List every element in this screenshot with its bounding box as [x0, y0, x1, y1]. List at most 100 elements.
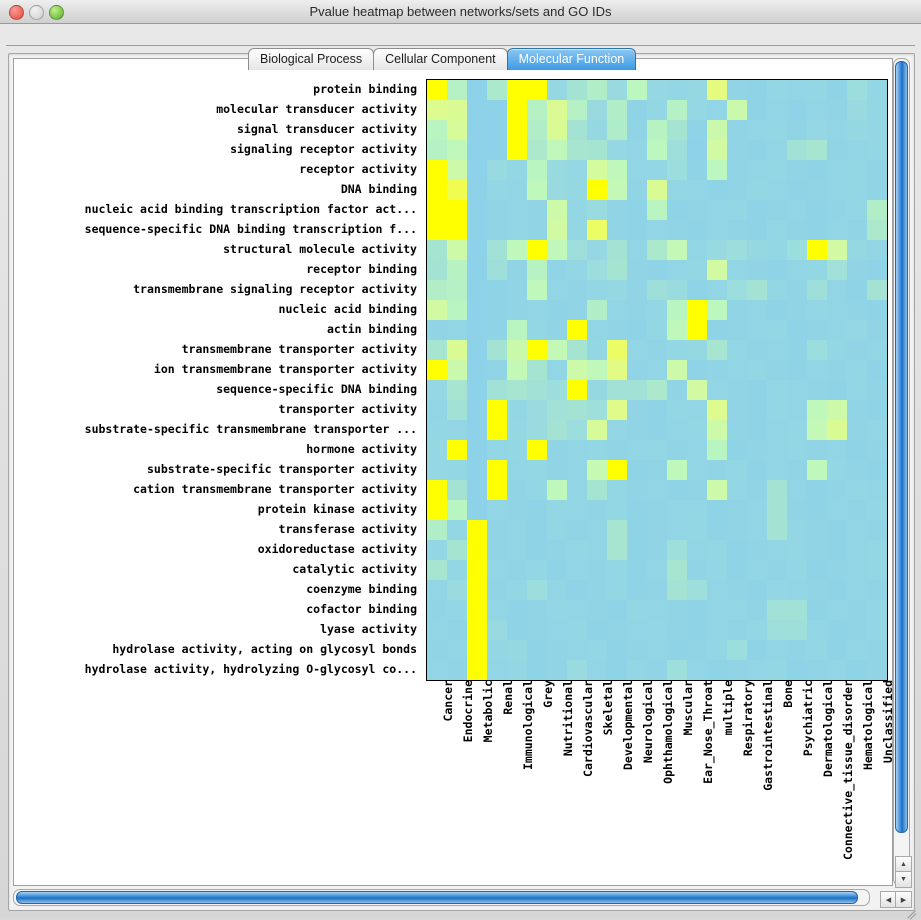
heatmap-cell[interactable] [727, 320, 747, 340]
heatmap-cell[interactable] [767, 640, 787, 660]
heatmap-cell[interactable] [487, 560, 507, 580]
heatmap-cell[interactable] [527, 380, 547, 400]
heatmap-cell[interactable] [447, 440, 467, 460]
heatmap-cell[interactable] [867, 560, 887, 580]
heatmap-cell[interactable] [587, 420, 607, 440]
heatmap-cell[interactable] [867, 520, 887, 540]
heatmap-cell[interactable] [487, 540, 507, 560]
heatmap-cell[interactable] [727, 440, 747, 460]
heatmap-cell[interactable] [807, 400, 827, 420]
heatmap-cell[interactable] [847, 420, 867, 440]
heatmap-cell[interactable] [647, 240, 667, 260]
tab-biological-process[interactable]: Biological Process [248, 48, 375, 70]
heatmap-cell[interactable] [727, 200, 747, 220]
heatmap-cell[interactable] [507, 420, 527, 440]
heatmap-cell[interactable] [567, 260, 587, 280]
heatmap-cell[interactable] [667, 580, 687, 600]
heatmap-cell[interactable] [467, 280, 487, 300]
heatmap-cell[interactable] [427, 200, 447, 220]
heatmap-cell[interactable] [827, 120, 847, 140]
heatmap-cell[interactable] [587, 540, 607, 560]
heatmap-cell[interactable] [447, 520, 467, 540]
scroll-down-icon[interactable]: ▼ [895, 871, 912, 888]
heatmap-cell[interactable] [487, 200, 507, 220]
heatmap-cell[interactable] [787, 640, 807, 660]
heatmap-cell[interactable] [747, 520, 767, 540]
heatmap-cell[interactable] [607, 100, 627, 120]
heatmap-cell[interactable] [707, 220, 727, 240]
heatmap-cell[interactable] [567, 280, 587, 300]
heatmap-cell[interactable] [807, 340, 827, 360]
heatmap-cell[interactable] [467, 520, 487, 540]
heatmap-cell[interactable] [427, 280, 447, 300]
heatmap-cell[interactable] [687, 340, 707, 360]
heatmap-cell[interactable] [567, 440, 587, 460]
heatmap-cell[interactable] [527, 500, 547, 520]
heatmap-cell[interactable] [647, 140, 667, 160]
heatmap-cell[interactable] [647, 220, 667, 240]
heatmap-cell[interactable] [427, 560, 447, 580]
heatmap-cell[interactable] [527, 80, 547, 100]
heatmap-cell[interactable] [787, 280, 807, 300]
heatmap-cell[interactable] [467, 180, 487, 200]
heatmap-cell[interactable] [507, 400, 527, 420]
heatmap-cell[interactable] [807, 580, 827, 600]
heatmap-cell[interactable] [487, 240, 507, 260]
heatmap-cell[interactable] [687, 100, 707, 120]
heatmap-cell[interactable] [487, 460, 507, 480]
heatmap-cell[interactable] [487, 80, 507, 100]
minimize-button-icon[interactable] [29, 5, 44, 20]
heatmap-cell[interactable] [487, 300, 507, 320]
heatmap-cell[interactable] [647, 640, 667, 660]
heatmap-cell[interactable] [507, 500, 527, 520]
heatmap-cell[interactable] [427, 460, 447, 480]
heatmap-cell[interactable] [547, 600, 567, 620]
heatmap-cell[interactable] [847, 520, 867, 540]
heatmap-cell[interactable] [427, 120, 447, 140]
heatmap-cell[interactable] [867, 640, 887, 660]
heatmap-cell[interactable] [807, 500, 827, 520]
heatmap-cell[interactable] [667, 240, 687, 260]
heatmap-cell[interactable] [567, 140, 587, 160]
heatmap-cell[interactable] [547, 660, 567, 680]
heatmap-cell[interactable] [847, 660, 867, 680]
heatmap-cell[interactable] [747, 300, 767, 320]
heatmap-cell[interactable] [727, 380, 747, 400]
heatmap-cell[interactable] [747, 440, 767, 460]
heatmap-cell[interactable] [527, 100, 547, 120]
heatmap-cell[interactable] [467, 340, 487, 360]
heatmap-cell[interactable] [867, 260, 887, 280]
heatmap-cell[interactable] [727, 260, 747, 280]
heatmap-cell[interactable] [447, 540, 467, 560]
heatmap-cell[interactable] [667, 540, 687, 560]
heatmap-cell[interactable] [807, 120, 827, 140]
heatmap-cell[interactable] [827, 140, 847, 160]
heatmap-cell[interactable] [827, 620, 847, 640]
heatmap-cell[interactable] [867, 620, 887, 640]
heatmap-cell[interactable] [807, 240, 827, 260]
heatmap-cell[interactable] [447, 80, 467, 100]
heatmap-cell[interactable] [527, 660, 547, 680]
heatmap-cell[interactable] [607, 540, 627, 560]
heatmap-cell[interactable] [747, 500, 767, 520]
heatmap-cell[interactable] [427, 380, 447, 400]
heatmap-cell[interactable] [587, 560, 607, 580]
heatmap-cell[interactable] [847, 180, 867, 200]
heatmap-cell[interactable] [667, 360, 687, 380]
heatmap-cell[interactable] [747, 420, 767, 440]
heatmap-cell[interactable] [707, 100, 727, 120]
heatmap-cell[interactable] [847, 100, 867, 120]
heatmap-cell[interactable] [447, 300, 467, 320]
heatmap-cell[interactable] [647, 380, 667, 400]
heatmap-cell[interactable] [827, 200, 847, 220]
heatmap-cell[interactable] [747, 160, 767, 180]
heatmap-cell[interactable] [727, 500, 747, 520]
heatmap-cell[interactable] [767, 480, 787, 500]
heatmap-cell[interactable] [487, 380, 507, 400]
heatmap-cell[interactable] [787, 220, 807, 240]
heatmap-cell[interactable] [727, 640, 747, 660]
heatmap-cell[interactable] [547, 360, 567, 380]
heatmap-cell[interactable] [747, 540, 767, 560]
heatmap-cell[interactable] [467, 380, 487, 400]
heatmap-cell[interactable] [727, 340, 747, 360]
